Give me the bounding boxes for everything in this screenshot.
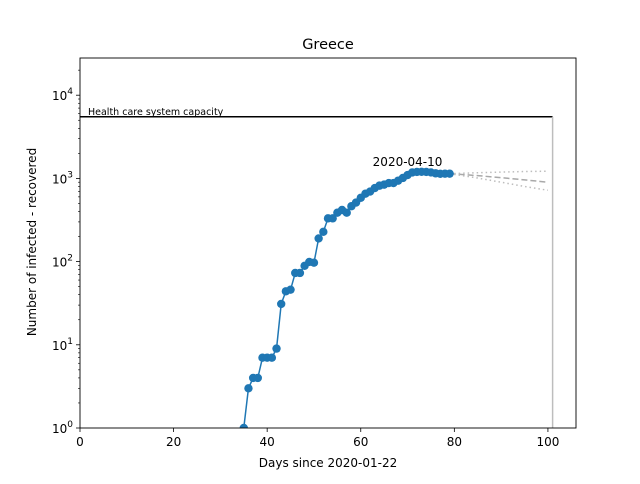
y-axis-label: Number of infected - recovered: [25, 148, 39, 336]
observed-point: [314, 234, 323, 243]
chart-title: Greece: [302, 37, 354, 53]
observed-point: [295, 268, 305, 278]
observed-point: [277, 299, 286, 309]
observed-point: [286, 285, 295, 294]
x-tick-label: 0: [76, 435, 84, 449]
x-tick-label: 40: [260, 435, 275, 449]
observed-point: [309, 258, 319, 267]
projection-upper-line: [449, 170, 548, 175]
observed-point: [319, 227, 328, 237]
y-tick-label: 100: [52, 420, 73, 436]
x-tick-label: 80: [447, 435, 462, 449]
observed-point: [244, 384, 253, 393]
x-tick-label: 100: [536, 435, 559, 449]
axes-frame: [79, 57, 577, 429]
observed-point: [342, 208, 351, 217]
observed-point: [267, 353, 277, 362]
x-tick-label: 60: [353, 435, 368, 449]
projection-lower-line: [449, 172, 549, 192]
observed-point: [445, 169, 454, 178]
y-tick-label: 101: [52, 337, 73, 353]
y-tick-label: 102: [52, 254, 73, 270]
y-tick-label: 103: [52, 170, 73, 186]
date-annotation: 2020-04-10: [373, 155, 443, 169]
x-axis-label: Days since 2020-01-22: [259, 456, 398, 470]
plot-area: 0 20 40 60 80 100 100 101 102 103 104 Health care s…: [52, 57, 577, 449]
observed-point: [253, 373, 263, 383]
capacity-label: Health care system capacity: [88, 107, 224, 118]
projection-mean-line: [449, 172, 548, 183]
y-tick-label: 104: [52, 87, 73, 103]
observed-point: [272, 344, 281, 353]
x-tick-label: 20: [166, 435, 181, 449]
plot-data-group: [80, 116, 554, 428]
observed-point: [239, 423, 248, 428]
observed-point: [328, 214, 337, 223]
